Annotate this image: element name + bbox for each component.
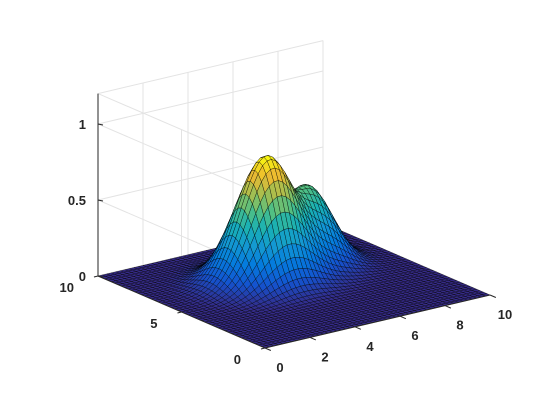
x-tick-label: 10 — [498, 307, 512, 322]
x-tick-mark — [309, 336, 317, 341]
z-tick-mark — [97, 275, 104, 278]
y-tick-label: 5 — [150, 316, 157, 331]
x-tick-mark — [264, 347, 272, 351]
z-grid-line — [97, 70, 324, 125]
x-tick-mark — [354, 326, 362, 330]
x-tick-mark — [399, 315, 407, 320]
x-tick-mark — [444, 305, 452, 309]
back-wall-edge — [97, 40, 324, 95]
axis-layer — [93, 93, 497, 351]
z-tick-label: 0 — [79, 269, 86, 284]
y-tick-label: 10 — [60, 280, 74, 295]
x-tick-label: 4 — [366, 339, 374, 354]
x-tick-label: 8 — [456, 318, 463, 333]
z-tick-mark — [97, 123, 104, 126]
z-tick-label: 1 — [79, 117, 86, 132]
x-tick-label: 0 — [276, 360, 283, 375]
tick-label-layer: 0 2 4 6 8 10 0 5 10 0 0.5 1 — [60, 117, 513, 375]
surface-layer — [97, 155, 491, 349]
y-tick-label: 0 — [234, 352, 241, 367]
z-grid-line — [97, 146, 324, 201]
z-tick-label: 0.5 — [68, 193, 86, 208]
y-tick-mark — [260, 347, 266, 350]
y-tick-mark — [177, 311, 182, 314]
x-axis-line — [264, 294, 491, 349]
x-tick-mark — [489, 294, 497, 298]
z-tick-mark — [97, 199, 104, 202]
y-tick-mark — [93, 275, 99, 278]
x-tick-label: 2 — [321, 349, 328, 364]
x-tick-label: 6 — [411, 328, 418, 343]
